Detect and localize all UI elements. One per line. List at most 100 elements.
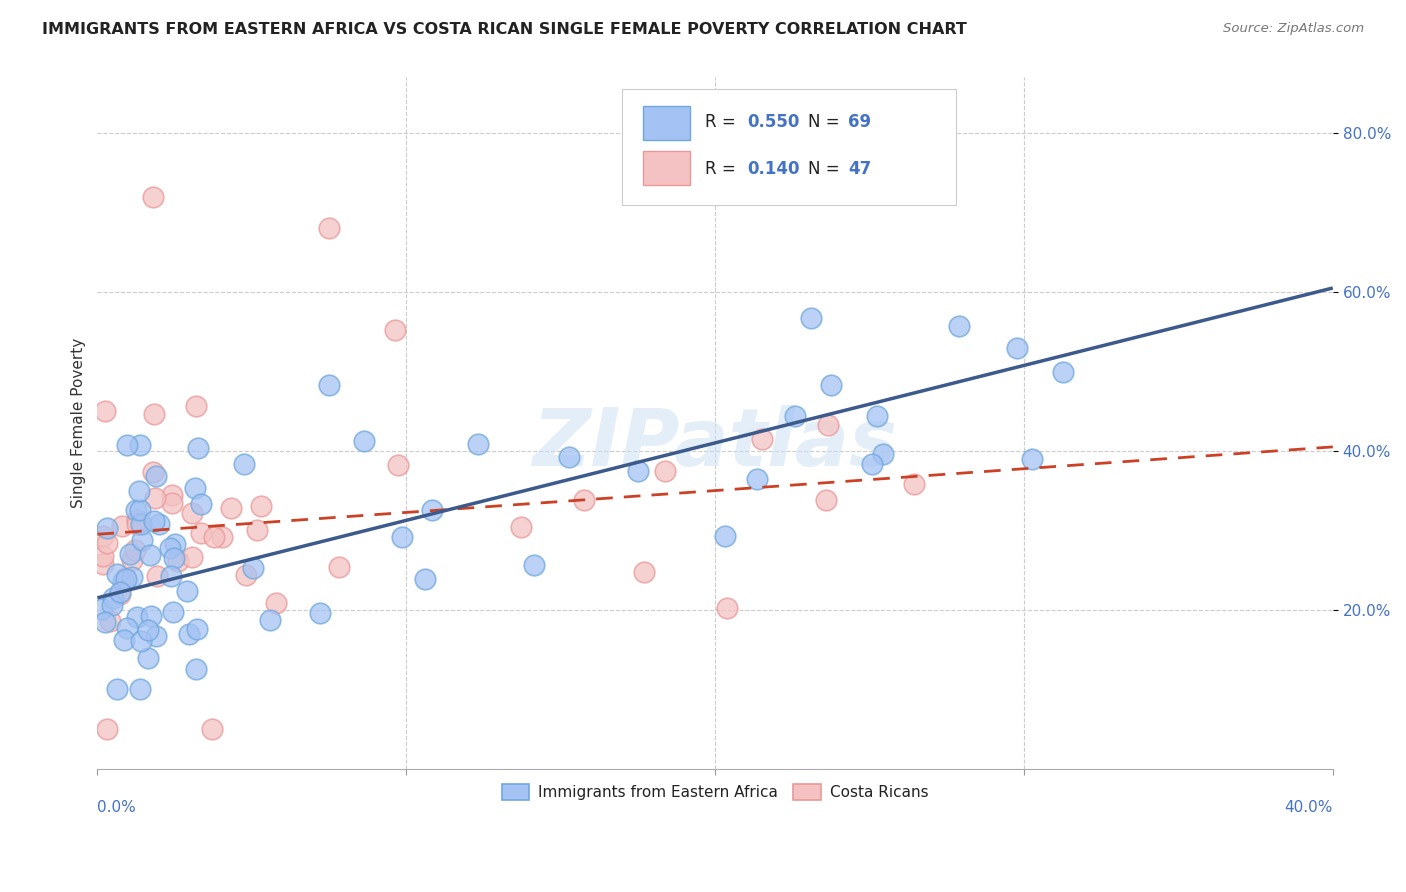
Point (160, 496, 183, 510)
Point (105, 566, 128, 581)
FancyBboxPatch shape (644, 152, 690, 185)
Point (101, 591, 124, 606)
Point (522, 558, 544, 572)
Point (145, 629, 167, 643)
Text: 40.0%: 40.0% (1285, 800, 1333, 814)
Point (141, 608, 163, 623)
Point (713, 529, 735, 543)
Point (167, 554, 190, 568)
Point (384, 323, 406, 337)
Point (948, 319, 970, 334)
Point (716, 600, 738, 615)
Point (117, 621, 139, 635)
Point (125, 513, 148, 527)
Point (105, 682, 128, 697)
Point (112, 633, 135, 648)
Point (1052, 365, 1074, 379)
Point (94, 404, 117, 418)
Point (745, 472, 768, 486)
Point (163, 550, 186, 565)
Point (124, 542, 146, 557)
Point (145, 469, 167, 483)
Text: ZIPatlas: ZIPatlas (533, 405, 897, 483)
Text: 0.140: 0.140 (747, 160, 800, 178)
Point (176, 584, 198, 599)
Point (131, 533, 153, 547)
Point (98, 614, 121, 628)
Text: R =: R = (706, 113, 741, 131)
Point (558, 450, 581, 464)
Point (190, 497, 212, 511)
Point (413, 572, 436, 586)
Point (129, 503, 152, 517)
Point (1007, 341, 1029, 355)
Point (96, 521, 118, 535)
Point (574, 493, 596, 508)
Point (187, 441, 209, 455)
Point (118, 548, 141, 562)
Text: 69: 69 (848, 113, 872, 131)
Point (751, 432, 773, 446)
Point (387, 458, 409, 472)
Point (866, 409, 889, 423)
Point (142, 465, 165, 479)
Point (129, 682, 152, 697)
Point (820, 378, 842, 392)
Text: Source: ZipAtlas.com: Source: ZipAtlas.com (1223, 22, 1364, 36)
Text: 0.550: 0.550 (747, 113, 800, 131)
Point (318, 221, 340, 235)
Point (211, 530, 233, 544)
Point (259, 613, 281, 627)
Y-axis label: Single Female Poverty: Single Female Poverty (72, 338, 86, 508)
Point (181, 506, 204, 520)
Point (115, 438, 138, 452)
Point (94, 615, 117, 629)
Point (114, 571, 136, 585)
Text: N =: N = (807, 113, 845, 131)
Point (860, 457, 883, 471)
Point (143, 491, 166, 505)
Text: N =: N = (807, 160, 845, 178)
Point (128, 438, 150, 452)
Point (872, 447, 894, 461)
Point (159, 541, 181, 556)
Point (318, 377, 340, 392)
Point (91, 602, 114, 616)
Point (467, 437, 489, 451)
Point (179, 626, 201, 640)
Point (115, 572, 138, 586)
Point (142, 189, 165, 203)
Point (145, 569, 167, 583)
Point (148, 516, 170, 531)
Point (903, 477, 925, 491)
Point (186, 623, 208, 637)
FancyBboxPatch shape (623, 89, 956, 205)
Point (129, 634, 152, 648)
Point (328, 560, 350, 574)
Point (121, 570, 143, 584)
Point (160, 488, 183, 502)
Point (235, 567, 257, 582)
Point (184, 481, 207, 495)
Point (112, 574, 135, 588)
Point (264, 596, 287, 610)
FancyBboxPatch shape (644, 106, 690, 140)
Point (391, 530, 413, 544)
Point (125, 516, 148, 531)
Point (190, 526, 212, 541)
Text: R =: R = (706, 160, 741, 178)
Point (121, 553, 143, 567)
Point (204, 529, 226, 543)
Point (1021, 452, 1043, 467)
Point (136, 651, 159, 665)
Point (163, 537, 186, 551)
Point (143, 407, 166, 421)
Point (184, 399, 207, 413)
Point (814, 493, 837, 508)
Point (309, 606, 332, 620)
Point (510, 520, 533, 534)
Point (250, 500, 273, 514)
Point (101, 598, 124, 612)
Point (633, 565, 655, 579)
Point (353, 434, 375, 448)
